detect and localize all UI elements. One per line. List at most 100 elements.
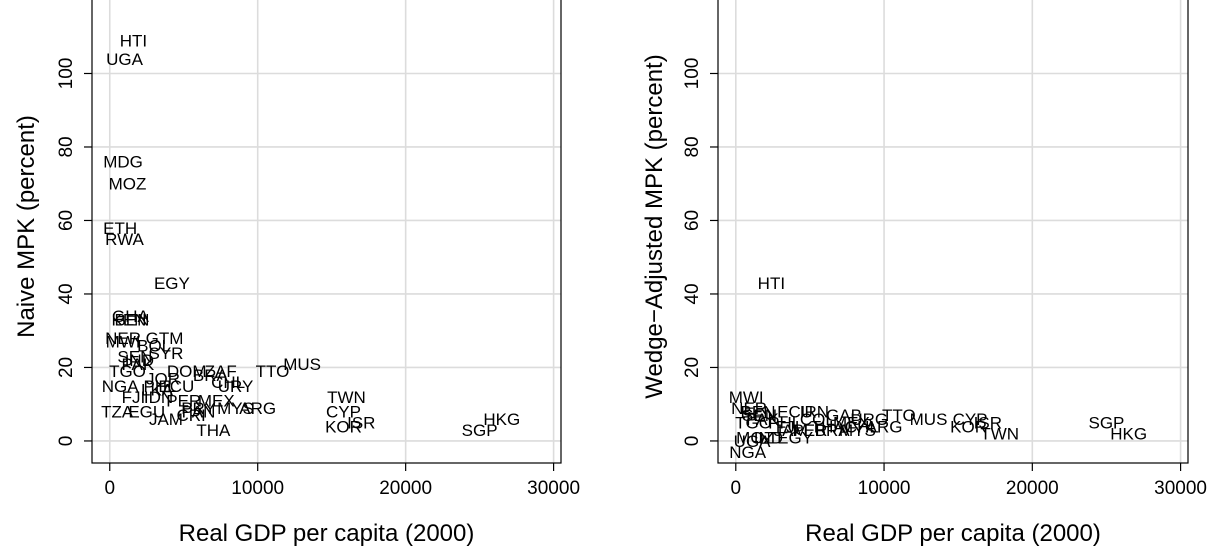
plot-frame: [91, 0, 562, 464]
data-point-label: ETH: [103, 219, 137, 238]
data-point-label: BEN: [741, 403, 776, 422]
data-point-label: GTM: [146, 329, 184, 348]
data-point-label: NGA: [102, 377, 140, 396]
data-point-label: NGA: [729, 443, 767, 462]
y-tick-label: 100: [682, 58, 703, 90]
data-point-label: JAM: [774, 421, 808, 440]
data-point-label: MUS: [283, 355, 321, 374]
data-point-label: PAK: [121, 355, 154, 374]
data-point-label: MYS: [217, 399, 254, 418]
x-tick-label: 10000: [231, 478, 284, 499]
data-point-label: THA: [196, 421, 231, 440]
data-point-label: CYP: [326, 403, 361, 422]
data-point-label: ARG: [239, 399, 276, 418]
data-point-label: HKG: [1110, 425, 1147, 444]
data-point-label: THA: [811, 417, 846, 436]
data-point-label: BEN: [114, 311, 149, 330]
data-point-label: MWI: [106, 333, 141, 352]
data-point-label: TGO: [735, 414, 772, 433]
y-tick-label: 20: [56, 357, 77, 378]
data-point-label: EGY: [154, 274, 190, 293]
data-point-label: URG: [850, 410, 888, 429]
data-point-label: MYS: [839, 421, 876, 440]
data-point-label: TTO: [256, 362, 290, 381]
data-point-label: SGP: [462, 421, 498, 440]
data-point-label: EGY: [777, 428, 813, 447]
data-point-label: ISR: [974, 414, 1002, 433]
y-axis-title: Wedge−Adjusted MPK (percent): [641, 54, 668, 398]
data-point-label: MWI: [729, 388, 764, 407]
data-point-label: MOZ: [109, 175, 147, 194]
data-point-label: PAK: [746, 410, 779, 429]
data-point-label: CHL: [845, 417, 879, 436]
data-point-label: GAB: [826, 406, 862, 425]
data-point-label: COL: [800, 410, 835, 429]
data-point-label: LKA: [141, 381, 174, 400]
data-point-label: PRY: [181, 399, 216, 418]
y-tick-label: 0: [56, 436, 77, 447]
data-point-label: TGO: [109, 362, 146, 381]
data-point-label: IDN: [144, 388, 173, 407]
data-point-label: NER: [731, 399, 767, 418]
x-axis-title: Real GDP per capita (2000): [805, 520, 1101, 547]
data-point-label: EGU: [128, 403, 165, 422]
x-tick-label: 30000: [527, 478, 580, 499]
naive-mpk-panel: 0 10000 20000 30000 0 20 40 60 80 100 Real GDP per…: [13, 0, 580, 547]
data-point-label: JOR: [146, 369, 180, 388]
data-point-label: HTI: [758, 274, 785, 293]
data-point-label: ZAF: [205, 362, 237, 381]
data-point-label: UGA: [106, 50, 144, 69]
data-point-label: SYR: [148, 344, 183, 363]
data-point-label: MEX: [198, 392, 235, 411]
data-point-label: HTI: [120, 31, 147, 50]
data-point-label: GHA: [112, 307, 150, 326]
x-tick-label: 0: [731, 478, 742, 499]
data-point-label: IND: [125, 351, 154, 370]
x-tick-label: 20000: [379, 478, 432, 499]
data-point-label: SEN: [117, 347, 152, 366]
data-point-label: IND: [754, 428, 783, 447]
y-tick-label: 80: [682, 136, 703, 157]
data-point-label: ARG: [866, 417, 903, 436]
data-point-label: TWN: [327, 388, 366, 407]
data-point-label: URY: [218, 377, 254, 396]
x-tick-label: 20000: [1006, 478, 1059, 499]
data-point-label: NER: [105, 329, 141, 348]
y-tick-label: 40: [682, 283, 703, 304]
data-point-label: HKG: [483, 410, 520, 429]
data-point-label: TTO: [882, 406, 916, 425]
data-point-label: MDG: [103, 153, 143, 172]
data-point-label: SEN: [742, 406, 777, 425]
data-point-label: MUS: [910, 410, 948, 429]
data-point-label: JAM: [149, 410, 183, 429]
data-point-label: ECU: [158, 377, 194, 396]
data-point-label: CHL: [211, 373, 245, 392]
x-tick-label: 0: [104, 478, 115, 499]
data-point-label: ISR: [347, 414, 375, 433]
wedge-adjusted-mpk-panel: 0 10000 20000 30000 0 20 40 60 80 100 Real GDP per…: [641, 0, 1207, 547]
data-point-label: TWN: [980, 425, 1019, 444]
y-tick-label: 100: [56, 58, 77, 90]
data-point-label: MEX: [833, 414, 870, 433]
data-point-label: TZA: [101, 403, 134, 422]
data-point-label: PAN: [182, 403, 216, 422]
data-point-label: IRN: [800, 403, 829, 422]
x-tick-label: 30000: [1154, 478, 1207, 499]
data-point-label: MOZ: [736, 428, 774, 447]
data-point-label: KEN: [112, 311, 147, 330]
data-point-label: BRA: [193, 366, 229, 385]
data-point-label: DOM: [167, 362, 207, 381]
data-point-label: KOR: [950, 417, 987, 436]
y-tick-label: 20: [682, 357, 703, 378]
y-tick-label: 60: [682, 210, 703, 231]
y-axis-title: Naive MPK (percent): [13, 115, 40, 338]
data-point-label: PER: [792, 421, 827, 440]
y-tick-label: 60: [56, 210, 77, 231]
y-tick-label: 40: [56, 283, 77, 304]
data-point-label: ECU: [777, 403, 813, 422]
data-point-label: UGA: [734, 432, 772, 451]
data-point-label: BOL: [137, 336, 171, 355]
data-point-label: PER: [166, 392, 201, 411]
y-tick-label: 0: [682, 436, 703, 447]
